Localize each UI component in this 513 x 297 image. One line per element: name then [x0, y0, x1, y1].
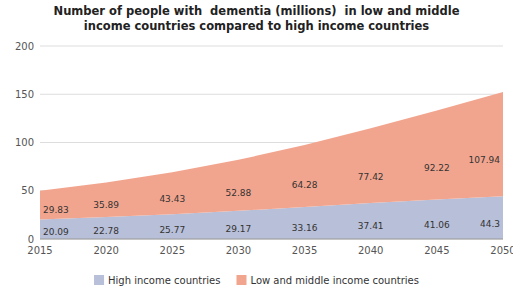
data-label: 43.43 [159, 194, 185, 204]
data-label: 107.94 [469, 155, 501, 165]
grid-line [40, 46, 503, 47]
chart-container: Number of people with dementia (millions… [0, 0, 513, 297]
data-label: 35.89 [93, 200, 119, 210]
data-label: 37.41 [358, 221, 384, 231]
data-label: 22.78 [93, 226, 119, 236]
data-label: 64.28 [292, 180, 318, 190]
x-tick-label: 2015 [27, 245, 52, 256]
y-tick-label: 0 [28, 234, 34, 245]
x-tick-label: 2030 [226, 245, 251, 256]
data-label: 52.88 [226, 188, 252, 198]
title: Number of people with dementia (millions… [54, 4, 460, 33]
data-label: 77.42 [358, 172, 384, 182]
x-tick-label: 2050 [490, 245, 513, 256]
x-tick-label: 2035 [292, 245, 317, 256]
x-tick-label: 2020 [93, 245, 118, 256]
data-label: 29.83 [43, 205, 69, 215]
legend-swatch [94, 275, 104, 285]
y-tick-label: 200 [15, 41, 34, 52]
areas [40, 92, 503, 239]
x-tick-label: 2040 [358, 245, 383, 256]
y-tick-label: 150 [15, 89, 34, 100]
data-label: 41.06 [424, 220, 450, 230]
legend-label: Low and middle income countries [250, 275, 418, 286]
x-tick-label: 2045 [424, 245, 449, 256]
data-label: 33.16 [292, 223, 318, 233]
data-label: 20.09 [43, 227, 69, 237]
x-tick-label: 2025 [160, 245, 185, 256]
grid [40, 46, 503, 239]
legend: High income countries Low and middle inco… [94, 275, 419, 286]
title-line: Number of people with dementia (millions… [54, 4, 460, 18]
data-label: 44.3 [480, 219, 500, 229]
data-labels: 20.09 22.78 25.77 29.17 33.16 37.41 41.06 44.3 2… [43, 155, 500, 237]
grid-line [40, 94, 503, 95]
grid-line [40, 239, 503, 240]
legend-label: High income countries [108, 275, 220, 286]
area [40, 92, 503, 220]
data-label: 92.22 [424, 163, 450, 173]
chart-svg: Number of people with dementia (millions… [0, 0, 513, 297]
y-tick-label: 100 [15, 137, 34, 148]
data-label: 29.17 [226, 224, 252, 234]
data-label: 25.77 [159, 225, 185, 235]
x-axis-line [40, 239, 503, 240]
y-tick-label: 50 [21, 185, 34, 196]
legend-swatch [236, 275, 246, 285]
title-line: income countries compared to high income… [84, 19, 429, 33]
